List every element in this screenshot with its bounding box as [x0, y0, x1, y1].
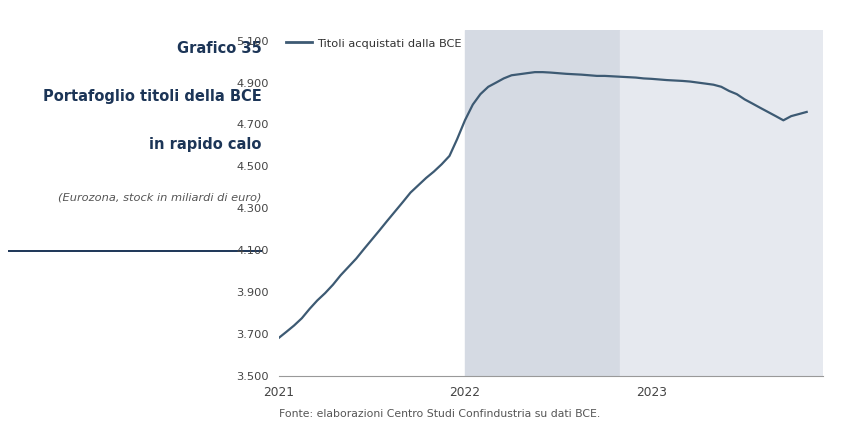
Text: Portafoglio titoli della BCE: Portafoglio titoli della BCE	[43, 89, 262, 104]
Bar	[465, 30, 620, 376]
Legend: Titoli acquistati dalla BCE: Titoli acquistati dalla BCE	[284, 36, 464, 51]
Bar	[620, 30, 823, 376]
Text: in rapido calo: in rapido calo	[149, 137, 262, 152]
Text: Grafico 35: Grafico 35	[177, 41, 262, 56]
Text: Fonte: elaborazioni Centro Studi Confindustria su dati BCE.: Fonte: elaborazioni Centro Studi Confind…	[279, 409, 600, 419]
Text: (Eurozona, stock in miliardi di euro): (Eurozona, stock in miliardi di euro)	[58, 193, 262, 203]
